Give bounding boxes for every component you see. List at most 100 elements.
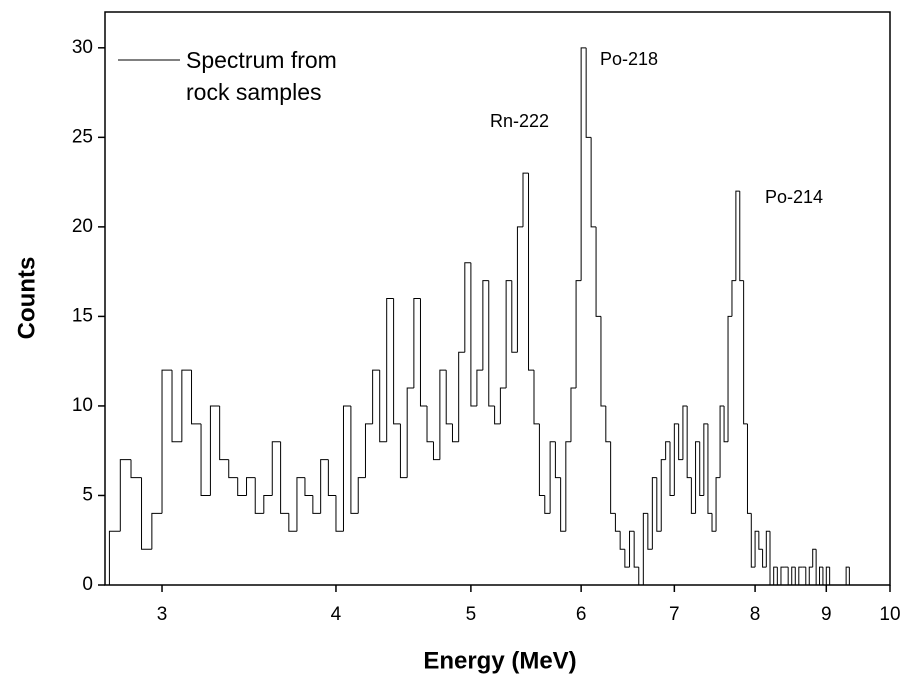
histogram-step <box>754 530 759 568</box>
histogram-step <box>560 477 566 532</box>
x-tick-label: 8 <box>750 604 761 625</box>
histogram-step <box>829 567 833 586</box>
histogram-step <box>633 531 639 568</box>
histogram-step <box>711 513 717 532</box>
histogram-step <box>669 441 675 496</box>
x-axis-label: Energy (MeV) <box>423 647 576 674</box>
histogram-step <box>350 405 359 514</box>
histogram-step <box>575 280 582 389</box>
histogram-step <box>642 512 648 585</box>
histogram-step <box>624 549 630 568</box>
histogram-step <box>825 566 830 585</box>
x-tick-label: 3 <box>157 604 168 625</box>
histogram-step <box>141 477 152 550</box>
histogram-step <box>686 405 692 479</box>
histogram-step <box>656 477 662 532</box>
histogram-step <box>271 441 281 496</box>
legend-label: Spectrum from rock samples <box>186 47 337 105</box>
histogram-step <box>209 405 220 496</box>
histogram-step <box>739 191 744 282</box>
histogram-step <box>762 549 767 568</box>
histogram-step <box>798 566 803 585</box>
histogram-step <box>470 262 477 407</box>
histogram-step <box>533 370 540 425</box>
histogram-step <box>580 47 587 281</box>
histogram-step <box>845 566 850 585</box>
histogram-step <box>819 566 823 585</box>
y-tick-label: 0 <box>82 574 93 595</box>
histogram-step <box>335 495 344 532</box>
histogram-step <box>482 280 489 371</box>
x-tick-label: 10 <box>879 604 900 625</box>
histogram-step <box>629 530 635 568</box>
histogram-step <box>171 370 182 443</box>
histogram-step <box>765 530 771 568</box>
histogram-step <box>511 280 518 353</box>
histogram-step <box>246 477 256 496</box>
histogram-step <box>254 477 264 514</box>
x-tick-label: 7 <box>669 604 680 625</box>
histogram-step <box>699 441 704 496</box>
histogram-step <box>499 387 507 424</box>
histogram-step <box>791 566 796 585</box>
histogram-step <box>735 190 740 281</box>
plot-frame <box>104 11 891 586</box>
histogram-step <box>342 405 351 532</box>
histogram-step <box>605 405 611 443</box>
histogram-step <box>108 530 121 585</box>
histogram-step <box>600 316 606 407</box>
histogram-step <box>151 512 163 550</box>
histogram-step <box>815 549 820 586</box>
histogram-step <box>660 459 666 532</box>
histogram-step <box>364 423 373 478</box>
histogram-step <box>723 405 729 443</box>
histogram-step <box>458 351 465 442</box>
histogram-step <box>731 280 736 317</box>
histogram-step <box>682 405 688 460</box>
histogram-step <box>296 477 305 532</box>
histogram-step <box>379 370 387 443</box>
histogram-step <box>769 531 774 586</box>
histogram-step <box>386 298 394 442</box>
histogram-step <box>488 280 495 407</box>
histogram-step <box>695 441 700 514</box>
histogram-step <box>320 459 329 514</box>
histogram-step <box>665 441 671 460</box>
histogram-step <box>758 531 763 550</box>
histogram-step <box>554 441 561 479</box>
histogram-step <box>327 459 336 496</box>
histogram-step <box>538 423 545 496</box>
histogram-step <box>678 423 683 461</box>
histogram-step <box>312 495 321 514</box>
histogram-step <box>787 567 792 586</box>
histogram-step <box>228 459 238 479</box>
histogram-step <box>130 459 142 479</box>
histogram-step <box>419 298 428 407</box>
x-tick-label: 5 <box>466 604 477 625</box>
histogram-step <box>516 226 523 353</box>
histogram-step <box>549 441 556 514</box>
peak-annotation: Po-214 <box>765 187 823 207</box>
y-tick-label: 25 <box>72 126 93 147</box>
histogram-step <box>119 459 132 532</box>
histogram-step <box>805 567 810 586</box>
histogram-step <box>494 405 501 425</box>
histogram-step <box>372 369 380 424</box>
histogram-step <box>707 423 713 514</box>
histogram-step <box>727 315 732 442</box>
histogram-step <box>746 423 752 514</box>
histogram-step <box>451 423 459 443</box>
histogram-step <box>413 298 421 389</box>
histogram-step <box>794 567 799 586</box>
histogram-step <box>848 567 853 586</box>
histogram-step <box>263 494 273 514</box>
y-axis-label: Counts <box>13 257 40 340</box>
histogram-step <box>585 47 592 138</box>
histogram-step <box>200 423 211 496</box>
histogram-step <box>399 423 408 479</box>
histogram-step <box>544 495 551 514</box>
histogram-step <box>610 441 616 514</box>
y-tick-label: 10 <box>72 395 93 416</box>
histogram-step <box>476 369 483 406</box>
